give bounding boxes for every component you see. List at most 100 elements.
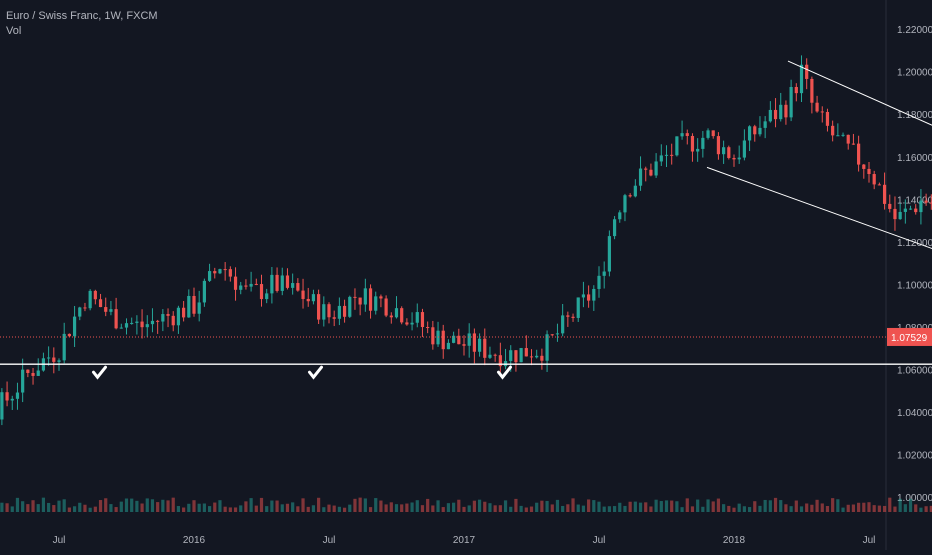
volume-bar	[789, 506, 793, 512]
volume-bar	[280, 504, 284, 512]
volume-bar	[15, 497, 20, 512]
volume-bar	[898, 498, 902, 512]
candle-body	[62, 333, 66, 361]
candle-body	[291, 283, 295, 288]
volume-bar	[872, 505, 876, 512]
candle-body	[441, 330, 445, 350]
volume-bar	[753, 501, 757, 512]
volume-bar	[587, 499, 591, 512]
candle-body	[249, 283, 253, 287]
y-tick-label: 1.12000	[897, 238, 932, 249]
volume-bar	[83, 504, 87, 512]
candle-body	[353, 296, 357, 298]
candle-body	[389, 315, 393, 318]
candle-body	[805, 64, 809, 79]
volume-bar	[327, 504, 331, 512]
volume-bar	[135, 500, 139, 512]
volume-bar	[472, 500, 476, 512]
candle-body	[436, 330, 440, 345]
candle-body	[322, 304, 326, 320]
candle-body	[83, 307, 87, 309]
candle-body	[207, 271, 212, 281]
candle-body	[846, 134, 850, 144]
candle-body	[706, 130, 710, 138]
candle-body	[924, 200, 928, 203]
candle-body	[535, 355, 539, 358]
volume-bar	[576, 504, 580, 512]
volume-bar	[758, 505, 762, 512]
candle-body	[384, 298, 388, 316]
volume-bar	[0, 502, 4, 512]
candle-body	[244, 285, 248, 287]
volume-bar	[805, 503, 809, 512]
volume-bar	[462, 506, 466, 512]
volume-bar	[130, 498, 134, 512]
volume-bar	[182, 507, 186, 512]
volume-bar	[5, 503, 9, 512]
volume-bar	[337, 506, 341, 512]
volume-bar	[436, 500, 440, 512]
current-price-badge	[887, 327, 932, 346]
candle-body	[15, 392, 20, 399]
volume-bar	[581, 505, 586, 512]
candle-body	[182, 307, 186, 318]
volume-bar	[78, 502, 82, 512]
candle-body	[498, 355, 502, 367]
candle-body	[898, 211, 902, 220]
y-tick-label: 1.20000	[897, 68, 932, 79]
volume-bar	[711, 501, 715, 512]
volume-bar	[467, 505, 471, 512]
volume-bar	[929, 505, 932, 512]
volume-bar	[877, 505, 881, 512]
candle-body	[857, 143, 861, 165]
volume-bar	[389, 502, 393, 512]
candle-body	[78, 307, 82, 317]
candle-body	[213, 271, 217, 274]
volume-bar	[228, 507, 232, 512]
candle-body	[654, 161, 658, 176]
volume-bar	[882, 505, 887, 512]
candle-body	[825, 111, 830, 126]
candle-body	[67, 333, 71, 337]
y-tick-label: 1.10000	[897, 280, 932, 291]
candle-body	[124, 323, 129, 328]
volume-bar	[529, 506, 534, 512]
candle-body	[317, 294, 321, 320]
candle-body	[529, 356, 534, 358]
candle-body	[545, 334, 549, 361]
volume-bar	[914, 504, 918, 512]
volume-bar	[799, 506, 804, 512]
check-mark-icon	[308, 365, 323, 380]
candle-body	[72, 316, 77, 337]
candle-body	[872, 174, 876, 185]
candle-body	[426, 327, 430, 329]
volume-bar	[664, 500, 669, 512]
volume-bar	[903, 504, 907, 512]
volume-bar	[908, 498, 913, 512]
volume-bar	[109, 504, 113, 512]
volume-bar	[742, 506, 746, 512]
candle-body	[550, 334, 554, 336]
candle-body	[851, 143, 856, 145]
volume-bar	[104, 498, 108, 512]
volume-bar	[291, 502, 295, 512]
candle-body	[5, 392, 9, 401]
candle-body	[10, 398, 14, 401]
volume-bar	[441, 507, 445, 512]
candle-body	[628, 195, 632, 197]
volume-bar	[493, 505, 497, 512]
x-tick-label: Jul	[593, 535, 606, 546]
candle-body	[446, 342, 451, 350]
volume-bar	[410, 502, 414, 512]
y-tick-label: 1.00000	[897, 493, 932, 504]
candle-body	[306, 298, 310, 302]
volume-bar	[690, 506, 695, 512]
volume-bar	[571, 498, 575, 512]
volume-bar	[825, 505, 830, 512]
candle-body	[104, 307, 108, 312]
volume-bar	[561, 505, 565, 512]
candle-body	[275, 274, 279, 291]
volume-bar	[150, 499, 155, 512]
candle-body	[831, 125, 835, 136]
candle-body	[763, 121, 767, 128]
